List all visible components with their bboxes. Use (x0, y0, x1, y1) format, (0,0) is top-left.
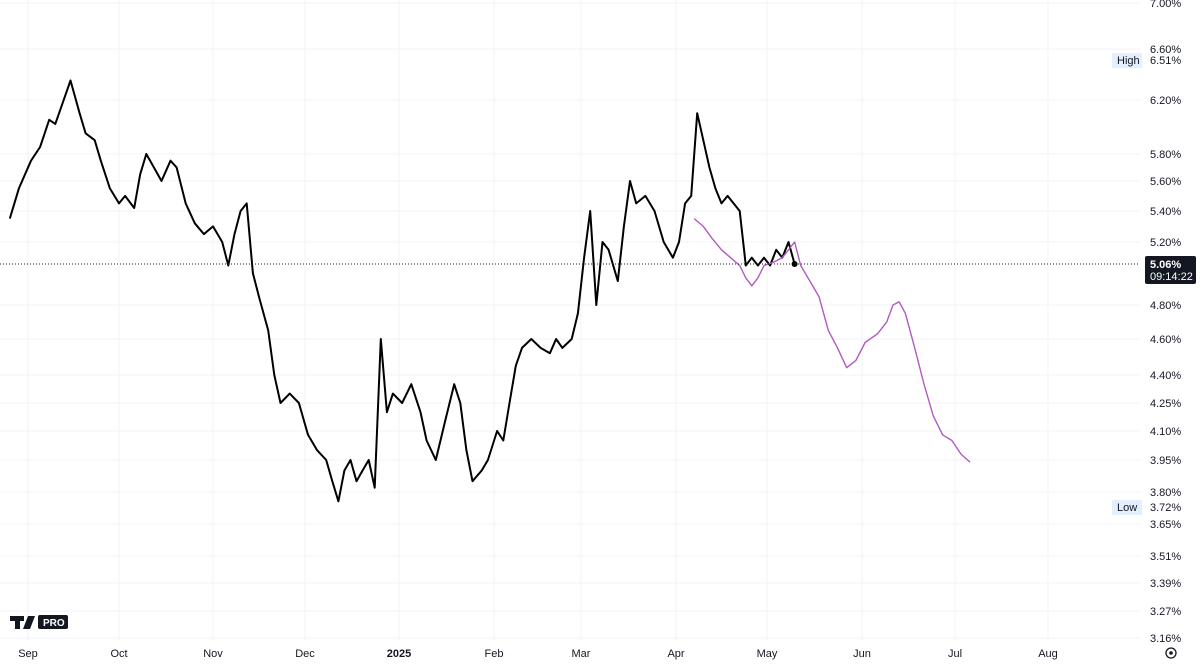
grid (0, 0, 1140, 640)
y-tick-label: 7.00% (1150, 0, 1181, 10)
high-marker: High 6.51% (1112, 53, 1181, 69)
tradingview-logo[interactable]: PRO (10, 615, 68, 629)
high-label: High (1117, 55, 1140, 67)
y-tick-label: 5.40% (1150, 206, 1181, 218)
y-tick-label: 5.80% (1150, 149, 1181, 161)
low-value: 3.72% (1150, 502, 1181, 514)
last-price-tag: 5.06% 09:14:22 (1145, 256, 1196, 284)
x-tick-label: Apr (667, 648, 684, 660)
y-tick-label: 3.27% (1150, 606, 1181, 618)
settings-icon[interactable] (1165, 647, 1177, 659)
tv-logo-icon-slash (23, 616, 35, 629)
x-tick-label: Oct (110, 648, 127, 660)
high-value: 6.51% (1150, 55, 1181, 67)
y-axis[interactable]: 7.00% 6.60% 6.20% 5.80% 5.60% 5.40% 5.20% 4.80%… (1150, 0, 1181, 645)
svg-text:PRO: PRO (43, 618, 65, 629)
low-marker: Low 3.72% (1112, 500, 1181, 515)
last-price-countdown: 09:14:22 (1150, 271, 1193, 283)
y-tick-label: 3.65% (1150, 519, 1181, 531)
y-tick-label: 3.39% (1150, 578, 1181, 590)
x-tick-label: Nov (203, 648, 223, 660)
tv-logo-icon (10, 616, 24, 629)
y-tick-label: 4.80% (1150, 300, 1181, 312)
y-tick-label: 5.60% (1150, 176, 1181, 188)
x-axis[interactable]: Sep Oct Nov Dec 2025 Feb Mar Apr May Jun Jul Aug (18, 648, 1058, 660)
series-layer (8, 79, 971, 503)
y-tick-label: 3.16% (1150, 633, 1181, 645)
series-line-main[interactable] (8, 79, 796, 503)
y-tick-label: 4.25% (1150, 398, 1181, 410)
y-tick-label: 3.51% (1150, 551, 1181, 563)
y-tick-label: 4.40% (1150, 370, 1181, 382)
last-price-dot (791, 261, 798, 267)
series-line-overlay[interactable] (693, 218, 971, 463)
x-tick-label: Jul (948, 648, 962, 660)
low-label: Low (1117, 502, 1137, 514)
x-tick-label: Dec (295, 648, 315, 660)
y-tick-label: 5.20% (1150, 237, 1181, 249)
x-tick-label: Mar (572, 648, 591, 660)
y-tick-label: 4.10% (1150, 426, 1181, 438)
x-tick-label: Feb (485, 648, 504, 660)
x-tick-label: 2025 (387, 648, 411, 660)
x-tick-label: Aug (1038, 648, 1058, 660)
y-tick-label: 6.60% (1150, 44, 1181, 56)
x-tick-label: Sep (18, 648, 38, 660)
y-tick-label: 3.95% (1150, 455, 1181, 467)
y-tick-label: 6.20% (1150, 95, 1181, 107)
y-tick-label: 3.80% (1150, 487, 1181, 499)
x-tick-label: Jun (853, 648, 871, 660)
x-tick-label: May (757, 648, 778, 660)
last-price-value: 5.06% (1150, 259, 1181, 271)
y-tick-label: 4.60% (1150, 334, 1181, 346)
